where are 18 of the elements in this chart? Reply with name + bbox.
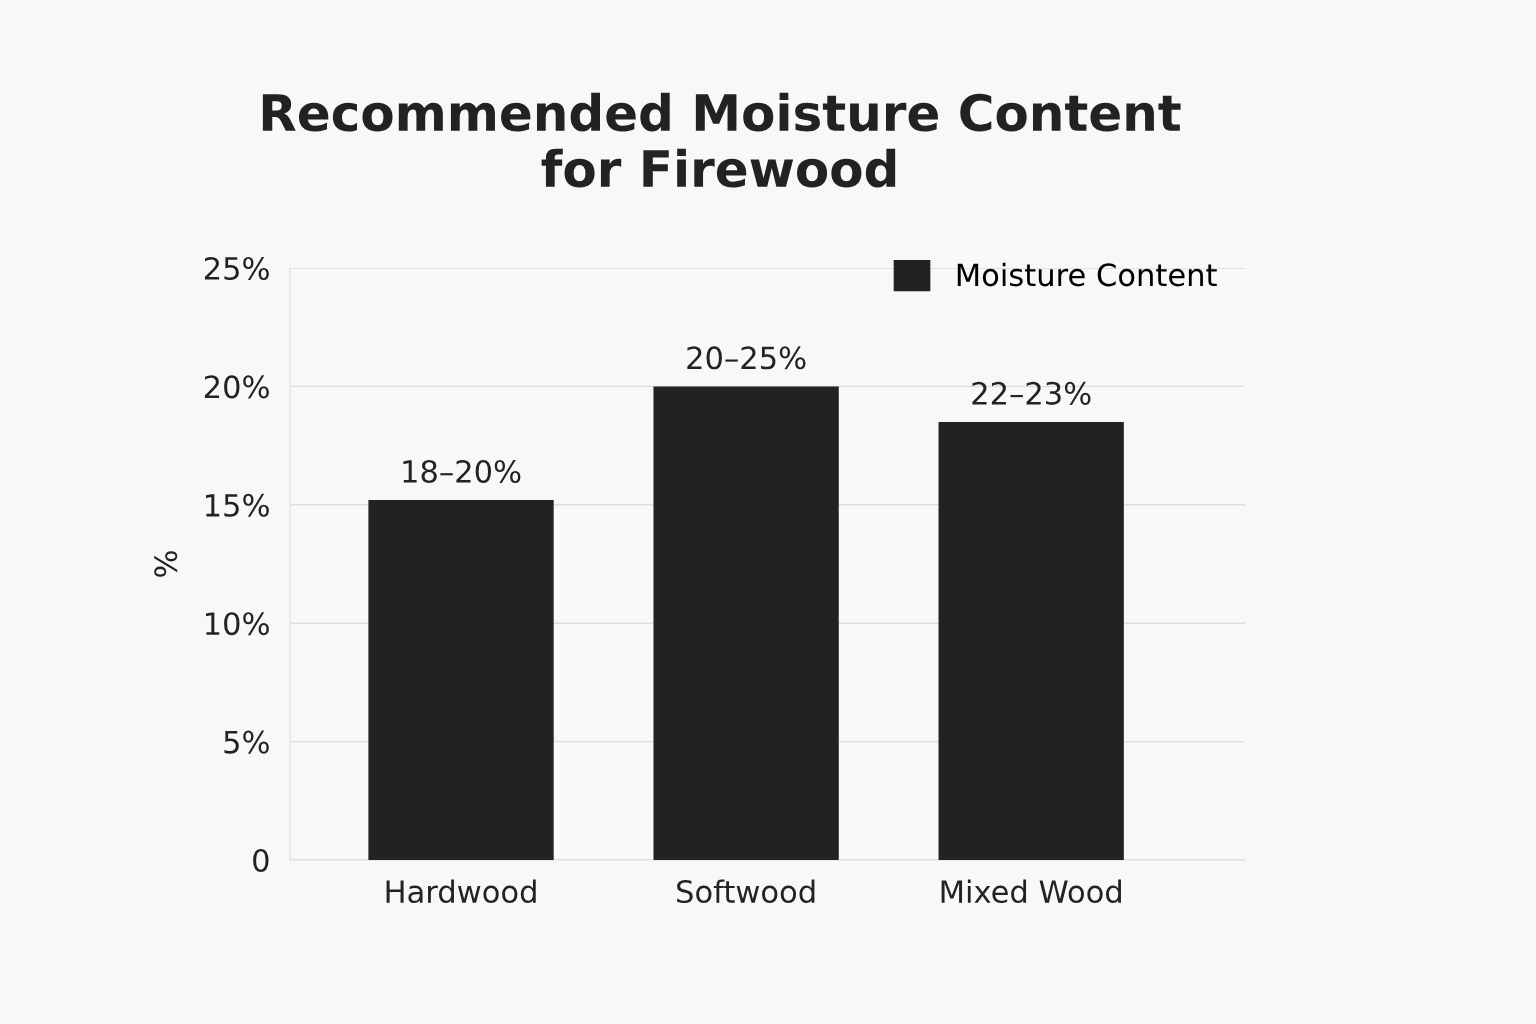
y-tick-label: 15% xyxy=(206,493,269,517)
y-tick-label: 5% xyxy=(224,730,269,754)
bar xyxy=(368,500,554,860)
annotation: 22–23% xyxy=(972,381,1091,405)
bar xyxy=(653,386,839,860)
y-tick-label: 0 xyxy=(253,848,269,873)
annotation: 18–20% xyxy=(403,459,521,484)
bar xyxy=(938,421,1124,860)
annotation: 20–25% xyxy=(687,346,806,370)
x-tick-label: Softwood xyxy=(677,879,815,904)
x-tick-label: Mixed Wood xyxy=(941,879,1121,904)
y-tick-label: 20% xyxy=(204,375,269,399)
chart-title: Recommended Moisture Content for Firewood xyxy=(262,92,1181,188)
y-tick-label: 10% xyxy=(206,612,269,636)
legend-label: Moisture Content xyxy=(957,262,1217,287)
x-tick-label: Hardwood xyxy=(386,879,536,904)
y-tick-label: 25% xyxy=(204,256,269,281)
y-axis-title: % xyxy=(154,551,178,577)
